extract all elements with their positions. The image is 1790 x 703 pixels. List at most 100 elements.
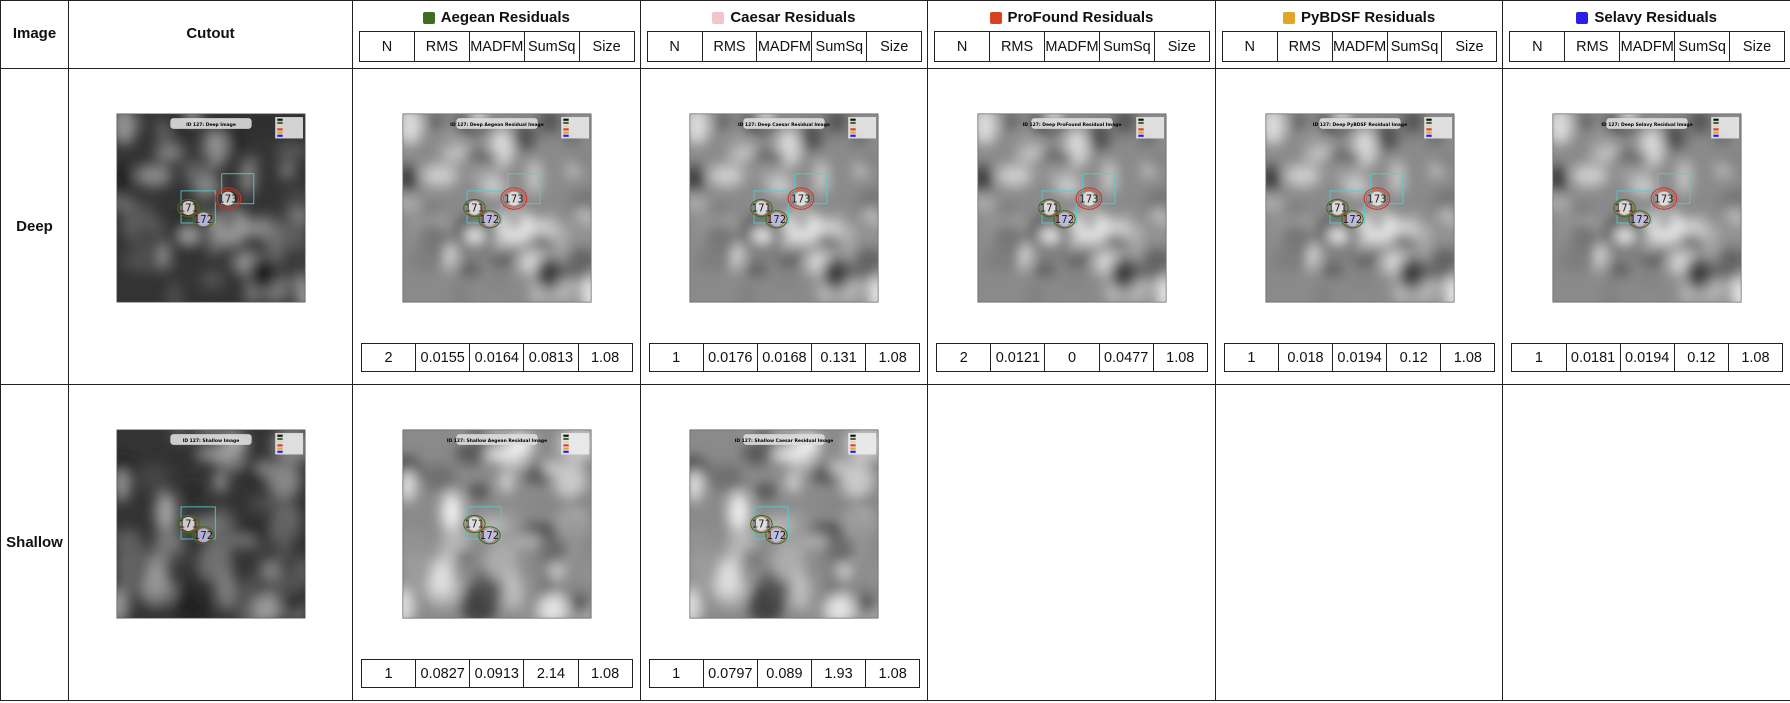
stat-value: 1.08: [1741, 349, 1770, 366]
stat-value: 2.14: [524, 660, 579, 687]
blob: [1283, 164, 1321, 188]
blob: [535, 496, 576, 511]
blob: [402, 587, 415, 619]
legend-key: [563, 121, 569, 125]
row-label: Deep: [16, 218, 53, 235]
blob: [1369, 210, 1384, 230]
blob: [252, 595, 283, 619]
title-box: [743, 118, 826, 129]
blob: [452, 280, 468, 303]
legend-key: [1425, 134, 1432, 137]
blob: [745, 262, 770, 277]
metric-name: RMS: [1565, 32, 1621, 61]
blob: [440, 491, 463, 534]
blob: [116, 587, 129, 619]
blob: [849, 510, 871, 546]
blob: [776, 247, 802, 268]
table-cell: ID 127: Shallow Aegean Residual Image 171…: [352, 384, 641, 701]
stat-value: 2: [362, 344, 417, 371]
blob: [582, 277, 591, 303]
table-cell: ID 127: Deep Aegean Residual Image 171 172…: [352, 68, 641, 385]
blob: [709, 463, 744, 492]
table-cell: ID 127: Deep Selavy Residual Image 171 172…: [1502, 68, 1790, 385]
blob: [121, 249, 163, 272]
blob: [1715, 246, 1742, 271]
table-cell: ID 127: Deep ProFound Residual Image 171 1…: [927, 68, 1216, 385]
blob: [1557, 249, 1599, 272]
legend-key: [850, 444, 857, 447]
source-label: 172: [480, 215, 499, 226]
source-marker: [181, 201, 196, 215]
image-area: [690, 429, 879, 619]
blob: [1571, 164, 1609, 188]
source-ellipse: [1038, 198, 1061, 218]
blob: [116, 469, 129, 502]
source-label: 173: [792, 194, 811, 205]
stat-value: 0.0164: [470, 344, 525, 371]
stat-value: 0.131: [812, 344, 867, 371]
legend-key: [563, 125, 569, 128]
title-box: [1031, 118, 1113, 129]
metric-header: N RMS MADFM SumSq Size: [1509, 31, 1785, 62]
stat-value: 0.0477: [1100, 344, 1154, 371]
blob: [840, 215, 855, 231]
table-cell: ID 127: Shallow Caesar Residual Image 171…: [639, 384, 929, 701]
blob: [1657, 210, 1672, 230]
blob: [1341, 175, 1369, 198]
group-title: Aegean Residuals: [353, 9, 640, 26]
stat-value: 1.93: [812, 660, 867, 687]
legend-key: [277, 125, 283, 128]
blob: [713, 113, 734, 130]
table-cell: ID 127: Deep Caesar Residual Image 171 172…: [639, 68, 929, 385]
group-swatch: [422, 11, 435, 24]
legend-key: [277, 444, 283, 447]
metric-name: MADFM: [1333, 32, 1388, 61]
blob: [117, 557, 138, 594]
blob: [1060, 271, 1086, 290]
source-ellipse: [177, 198, 200, 218]
blob: [268, 582, 300, 597]
metric-name: MADFM: [470, 32, 525, 61]
legend-key: [563, 450, 569, 453]
blob: [1427, 160, 1444, 180]
blob: [728, 491, 751, 534]
source-ellipse: [1653, 189, 1676, 208]
image-title: ID 127: Deep Caesar Residual Image: [738, 122, 830, 128]
blob: [135, 463, 171, 492]
legend-key: [1138, 128, 1144, 131]
thumbnail: ID 127: Shallow Aegean Residual Image 171…: [402, 429, 592, 619]
metric-header: N RMS MADFM SumSq Size: [1221, 31, 1498, 62]
blob: [135, 164, 172, 188]
image-title: ID 127: Deep ProFound Residual Image: [1023, 122, 1122, 128]
legend-key: [1425, 131, 1432, 134]
blob: [1113, 113, 1136, 135]
source-ellipse: [216, 189, 239, 208]
source-label: 172: [194, 531, 213, 542]
blob: [852, 160, 869, 180]
blob: [1265, 113, 1286, 145]
blob: [750, 150, 787, 164]
blob: [1270, 249, 1312, 272]
blob: [740, 280, 756, 303]
title-box: [1318, 118, 1401, 129]
blob: [251, 535, 285, 565]
legend-key: [1425, 118, 1432, 121]
source-label: 171: [752, 520, 771, 531]
blob: [207, 507, 235, 548]
blob: [134, 202, 156, 218]
blob: [419, 202, 442, 218]
legend-key: [850, 121, 857, 125]
source-label: 172: [767, 215, 786, 226]
blob: [690, 113, 710, 145]
source-ellipse: [790, 189, 813, 208]
metric-name: N: [935, 32, 991, 61]
stat-value: 1.08: [1453, 349, 1482, 366]
blob: [454, 547, 476, 566]
blob: [426, 113, 447, 130]
source-marker: [754, 517, 769, 531]
blob: [1315, 280, 1331, 303]
source-label: 171: [1040, 204, 1059, 215]
blob: [286, 590, 302, 617]
blob: [1140, 160, 1157, 180]
table-cell: Deep: [0, 68, 69, 385]
